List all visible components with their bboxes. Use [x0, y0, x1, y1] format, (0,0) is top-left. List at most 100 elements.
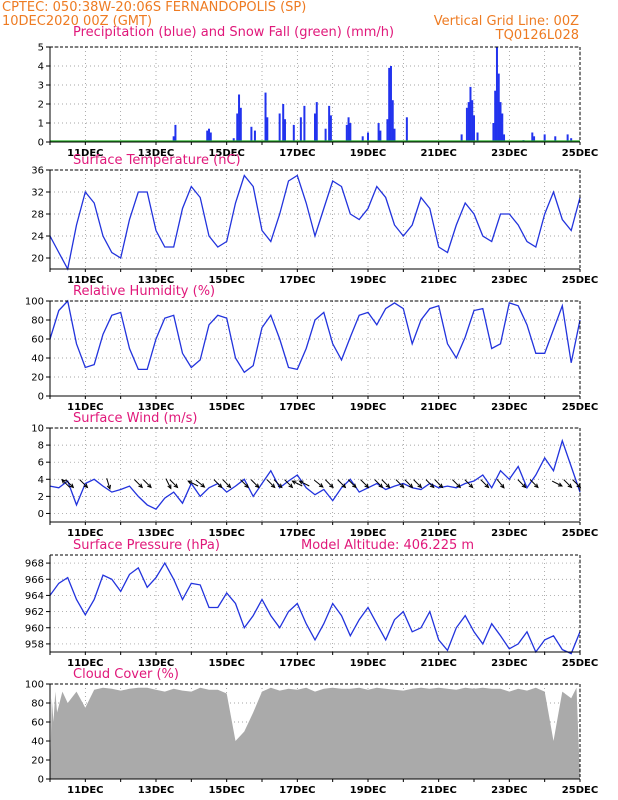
wind-vector [404, 479, 414, 489]
wind-ytick-label: 10 [31, 424, 44, 435]
precip-bar [386, 119, 389, 142]
cloud-cover-area [50, 687, 580, 779]
pressure-ytick-label: 966 [25, 575, 44, 586]
cloud-xtick-label: 19DEC [350, 785, 386, 796]
wind-xtick-label: 23DEC [491, 528, 527, 539]
wind-vector [324, 479, 334, 489]
humidity-ytick-label: 20 [31, 373, 44, 384]
precip-bar [554, 136, 557, 142]
wind-vector [347, 479, 357, 489]
precip-xtick-label: 23DEC [491, 148, 527, 159]
wind-ytick-label: 4 [38, 475, 44, 486]
wind-xtick-label: 13DEC [138, 528, 174, 539]
cloud-ytick-label: 100 [25, 680, 44, 691]
wind-vector-head [438, 483, 444, 489]
cloud-xtick-label: 15DEC [208, 785, 244, 796]
header-grid-note: Vertical Grid Line: 00Z [434, 14, 579, 29]
wind-vector-head [167, 484, 172, 490]
wind-vector-head [468, 483, 474, 489]
wind-vector-head [106, 484, 112, 490]
humidity-xtick-label: 11DEC [67, 402, 103, 413]
precip-bar [209, 132, 212, 142]
wind-vector-shaft [360, 479, 369, 488]
precip-bar [238, 94, 241, 142]
temperature-xtick-label: 23DEC [491, 275, 527, 286]
wind-vector [425, 479, 435, 489]
precip-bar [497, 73, 500, 142]
wind-xtick-label: 21DEC [420, 528, 456, 539]
cloud-xtick-label: 17DEC [279, 785, 315, 796]
humidity-xtick-label: 25DEC [562, 402, 598, 413]
precip-bar [266, 117, 269, 142]
humidity-ytick-label: 100 [25, 297, 44, 308]
wind-vector [395, 479, 405, 489]
wind-vector-head [217, 483, 223, 489]
temperature-xtick-label: 11DEC [67, 275, 103, 286]
wind-vector [572, 479, 582, 489]
pressure-panel: 958 960 962 964 966 968 11DEC 13DEC 15DEC 17DEC 19… [25, 538, 598, 669]
precip-bar [465, 107, 468, 142]
wind-vector-shaft [480, 479, 489, 488]
precip-bar [566, 134, 569, 142]
precip-bar [239, 107, 242, 142]
precip-bar [282, 104, 285, 142]
wind-vector-head [484, 483, 490, 489]
precip-xtick-label: 19DEC [350, 148, 386, 159]
wind-vector-shaft [324, 479, 334, 488]
wind-vector-head [417, 483, 423, 489]
precip-title: Precipitation (blue) and Snow Fall (gree… [73, 25, 394, 40]
wind-vector-shaft [292, 480, 303, 487]
cloud-panel: 0 20 40 60 80 100 11DEC 13DEC 15DEC 17DEC 19DEC 21D… [25, 667, 598, 796]
wind-vector-head [173, 483, 179, 489]
wind-vector-shaft [273, 479, 283, 488]
wind-vector-shaft [395, 479, 405, 488]
wind-vector-shaft [425, 479, 435, 488]
wind-vector-head [244, 483, 250, 489]
wind-vector [79, 479, 89, 489]
wind-vector-head [69, 483, 75, 489]
wind-vector [213, 479, 223, 489]
wind-vector-shaft [165, 478, 172, 489]
precip-bar [494, 90, 497, 142]
wind-vector-head [226, 483, 232, 489]
precip-bar [467, 102, 470, 142]
wind-vector [134, 479, 144, 489]
wind-vector-shaft [187, 480, 199, 487]
wind-vector-shaft [404, 479, 413, 488]
humidity-xtick-label: 13DEC [138, 402, 174, 413]
precip-bar [476, 132, 479, 142]
wind-vector-head [378, 483, 384, 489]
wind-vector-shaft [213, 479, 223, 488]
wind-vector-shaft [572, 479, 581, 488]
precip-panel: 0 1 2 3 4 5 11DEC 13DEC 15DEC 17DEC 19DEC 21DEC 23DE… [38, 25, 599, 159]
precip-bar [533, 136, 536, 142]
wind-vector-shaft [496, 478, 505, 489]
wind-line [49, 438, 581, 511]
precip-bar [377, 123, 380, 142]
pressure-ytick-label: 968 [25, 559, 44, 570]
humidity-xtick-label: 23DEC [491, 402, 527, 413]
pressure-xtick-label: 17DEC [279, 658, 315, 669]
humidity-ytick-label: 0 [38, 392, 44, 403]
precip-bar [299, 117, 302, 142]
wind-vector [563, 479, 573, 489]
precip-bar [503, 134, 506, 142]
wind-vector [337, 479, 347, 489]
wind-ytick-label: 2 [38, 492, 44, 503]
cloud-title: Cloud Cover (%) [73, 667, 179, 682]
temperature-xtick-label: 17DEC [279, 275, 315, 286]
wind-vector [106, 478, 112, 490]
precip-bar [324, 128, 327, 142]
wind-vector [273, 479, 283, 489]
precip-xtick-label: 15DEC [208, 148, 244, 159]
precip-bar [531, 132, 534, 142]
wind-panel: 0 2 4 6 8 10 11DEC 13DEC 15DEC 17DEC 19DEC 21DEC 23D… [31, 411, 598, 539]
humidity-xtick-label: 15DEC [208, 402, 244, 413]
wind-xtick-label: 11DEC [67, 528, 103, 539]
wind-vector-shaft [195, 479, 205, 488]
wind-vector-head [200, 483, 206, 488]
cloud-ytick-label: 40 [31, 737, 44, 748]
wind-vector-shaft [347, 479, 357, 488]
cloud-xtick-label: 25DEC [562, 785, 598, 796]
temperature-line [49, 174, 581, 271]
